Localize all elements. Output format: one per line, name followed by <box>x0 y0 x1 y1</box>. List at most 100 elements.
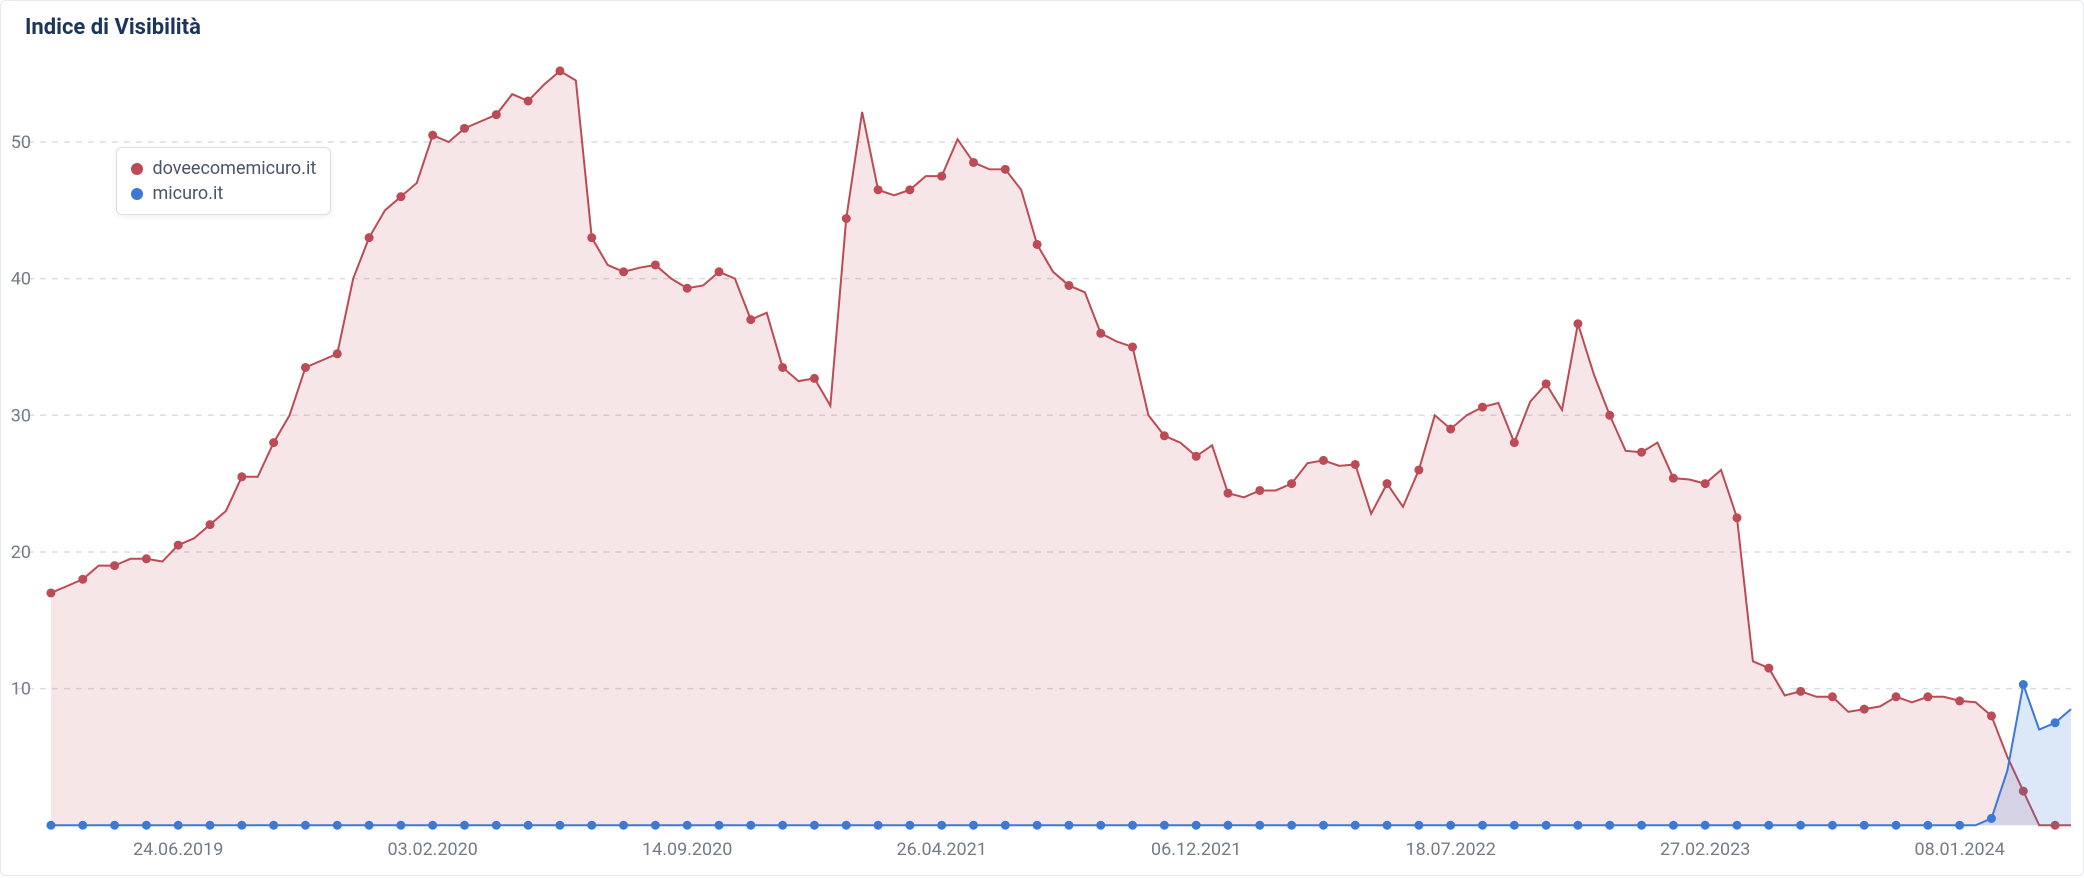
data-point[interactable] <box>1287 479 1296 488</box>
data-point[interactable] <box>1796 687 1805 696</box>
data-point[interactable] <box>1446 424 1455 433</box>
data-point[interactable] <box>937 172 946 181</box>
data-point[interactable] <box>1128 821 1137 830</box>
data-point[interactable] <box>1414 821 1423 830</box>
data-point[interactable] <box>524 821 533 830</box>
data-point[interactable] <box>619 267 628 276</box>
data-point[interactable] <box>301 363 310 372</box>
data-point[interactable] <box>905 185 914 194</box>
data-point[interactable] <box>1542 379 1551 388</box>
data-point[interactable] <box>142 821 151 830</box>
data-point[interactable] <box>810 821 819 830</box>
data-point[interactable] <box>269 438 278 447</box>
data-point[interactable] <box>1319 456 1328 465</box>
data-point[interactable] <box>237 821 246 830</box>
data-point[interactable] <box>206 520 215 529</box>
data-point[interactable] <box>1033 240 1042 249</box>
data-point[interactable] <box>428 131 437 140</box>
data-point[interactable] <box>778 821 787 830</box>
data-point[interactable] <box>842 214 851 223</box>
legend-item[interactable]: doveecomemicuro.it <box>131 156 317 181</box>
data-point[interactable] <box>78 575 87 584</box>
data-point[interactable] <box>1542 821 1551 830</box>
data-point[interactable] <box>969 821 978 830</box>
data-point[interactable] <box>905 821 914 830</box>
data-point[interactable] <box>206 821 215 830</box>
data-point[interactable] <box>1223 821 1232 830</box>
data-point[interactable] <box>778 363 787 372</box>
data-point[interactable] <box>1923 821 1932 830</box>
data-point[interactable] <box>874 821 883 830</box>
data-point[interactable] <box>1192 452 1201 461</box>
data-point[interactable] <box>174 541 183 550</box>
data-point[interactable] <box>460 821 469 830</box>
data-point[interactable] <box>78 821 87 830</box>
data-point[interactable] <box>1096 329 1105 338</box>
data-point[interactable] <box>1287 821 1296 830</box>
data-point[interactable] <box>396 821 405 830</box>
data-point[interactable] <box>1923 692 1932 701</box>
data-point[interactable] <box>524 96 533 105</box>
data-point[interactable] <box>937 821 946 830</box>
data-point[interactable] <box>1860 705 1869 714</box>
data-point[interactable] <box>1223 489 1232 498</box>
data-point[interactable] <box>969 158 978 167</box>
data-point[interactable] <box>555 66 564 75</box>
data-point[interactable] <box>1892 692 1901 701</box>
data-point[interactable] <box>1605 411 1614 420</box>
data-point[interactable] <box>1478 403 1487 412</box>
data-point[interactable] <box>587 233 596 242</box>
data-point[interactable] <box>1160 821 1169 830</box>
data-point[interactable] <box>110 561 119 570</box>
data-point[interactable] <box>1001 165 1010 174</box>
data-point[interactable] <box>1255 821 1264 830</box>
data-point[interactable] <box>1573 821 1582 830</box>
data-point[interactable] <box>333 821 342 830</box>
data-point[interactable] <box>301 821 310 830</box>
data-point[interactable] <box>1160 431 1169 440</box>
data-point[interactable] <box>1064 821 1073 830</box>
data-point[interactable] <box>142 554 151 563</box>
data-point[interactable] <box>1828 821 1837 830</box>
data-point[interactable] <box>428 821 437 830</box>
data-point[interactable] <box>1192 821 1201 830</box>
data-point[interactable] <box>492 110 501 119</box>
data-point[interactable] <box>1764 821 1773 830</box>
data-point[interactable] <box>1701 479 1710 488</box>
data-point[interactable] <box>1351 821 1360 830</box>
data-point[interactable] <box>1478 821 1487 830</box>
data-point[interactable] <box>1987 814 1996 823</box>
data-point[interactable] <box>651 821 660 830</box>
data-point[interactable] <box>1605 821 1614 830</box>
data-point[interactable] <box>715 821 724 830</box>
data-point[interactable] <box>1510 821 1519 830</box>
data-point[interactable] <box>237 472 246 481</box>
data-point[interactable] <box>1383 479 1392 488</box>
data-point[interactable] <box>1255 486 1264 495</box>
data-point[interactable] <box>1669 821 1678 830</box>
data-point[interactable] <box>1128 342 1137 351</box>
data-point[interactable] <box>1860 821 1869 830</box>
data-point[interactable] <box>1828 692 1837 701</box>
data-point[interactable] <box>2051 718 2060 727</box>
data-point[interactable] <box>810 374 819 383</box>
data-point[interactable] <box>1319 821 1328 830</box>
data-point[interactable] <box>1637 821 1646 830</box>
data-point[interactable] <box>874 185 883 194</box>
data-point[interactable] <box>46 588 55 597</box>
data-point[interactable] <box>1764 664 1773 673</box>
data-point[interactable] <box>365 821 374 830</box>
data-point[interactable] <box>587 821 596 830</box>
data-point[interactable] <box>1064 281 1073 290</box>
data-point[interactable] <box>110 821 119 830</box>
data-point[interactable] <box>683 821 692 830</box>
data-point[interactable] <box>1892 821 1901 830</box>
data-point[interactable] <box>46 821 55 830</box>
data-point[interactable] <box>1955 696 1964 705</box>
data-point[interactable] <box>1637 448 1646 457</box>
data-point[interactable] <box>492 821 501 830</box>
data-point[interactable] <box>333 349 342 358</box>
data-point[interactable] <box>1001 821 1010 830</box>
data-point[interactable] <box>269 821 278 830</box>
data-point[interactable] <box>365 233 374 242</box>
